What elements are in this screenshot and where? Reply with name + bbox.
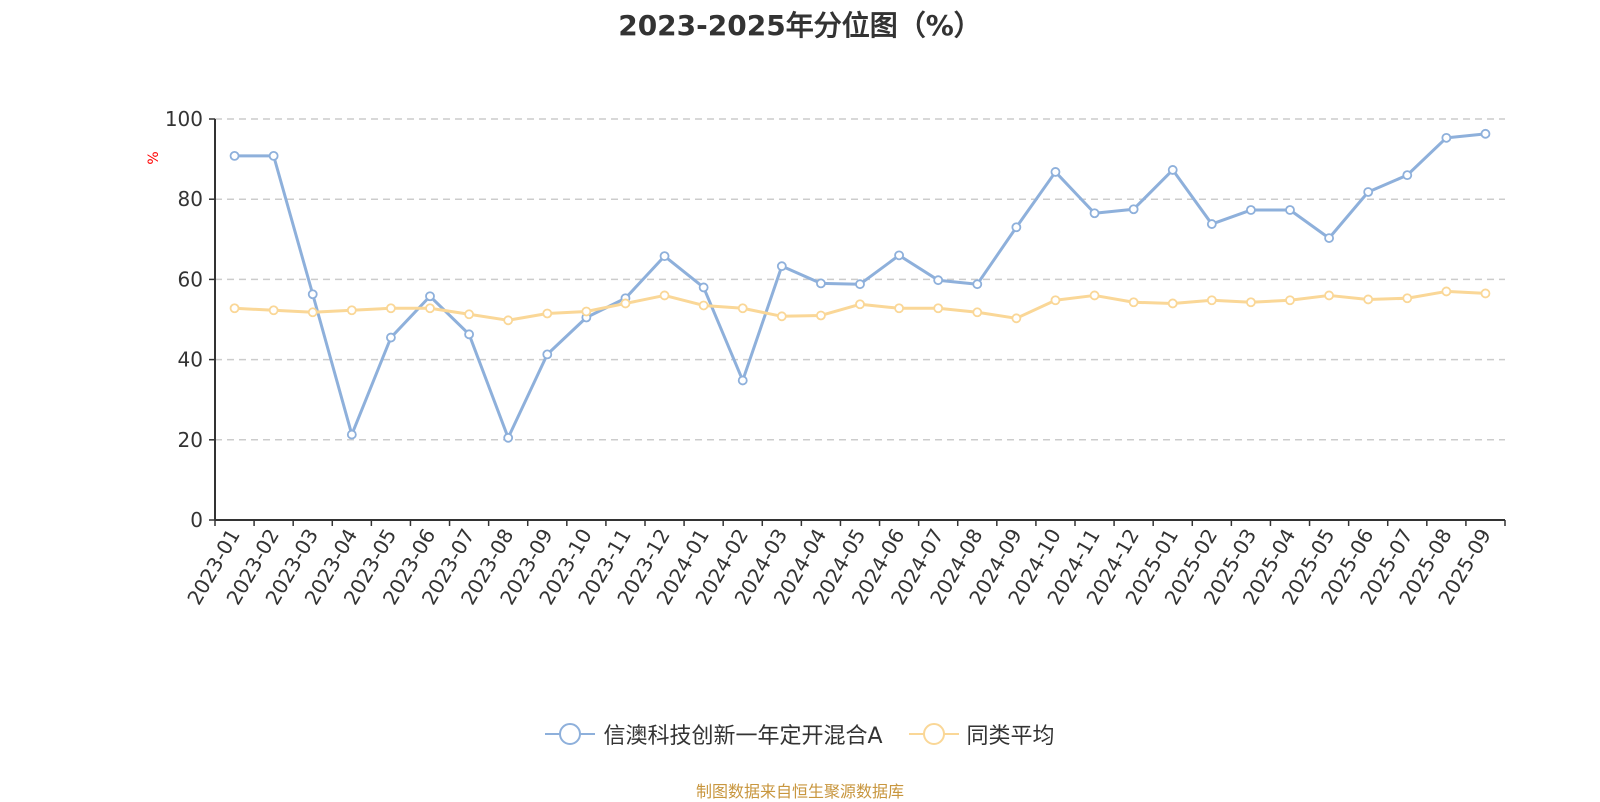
data-point-series-2[interactable] [307, 307, 318, 318]
data-point-series-1[interactable] [425, 291, 435, 302]
data-point-series-2[interactable] [229, 303, 240, 314]
data-point-series-2[interactable] [1402, 293, 1413, 304]
data-point-series-1[interactable] [1441, 132, 1452, 143]
data-point-series-2[interactable] [542, 308, 553, 319]
data-point-series-1[interactable] [737, 375, 748, 386]
data-point-series-1[interactable] [503, 432, 514, 443]
data-point-series-1[interactable] [1050, 167, 1061, 177]
data-point-series-2[interactable] [855, 299, 865, 310]
data-point-series-1[interactable] [1011, 222, 1022, 233]
data-point-series-2[interactable] [816, 310, 826, 321]
series-lines [229, 128, 1491, 443]
data-point-series-2[interactable] [933, 303, 944, 314]
y-tick-label: 80 [178, 187, 203, 211]
data-point-series-1[interactable] [894, 250, 904, 261]
data-point-series-2[interactable] [386, 303, 396, 314]
data-point-series-2[interactable] [464, 309, 474, 320]
data-point-series-2[interactable] [1167, 298, 1178, 309]
data-point-series-1[interactable] [1128, 204, 1139, 215]
data-point-series-1[interactable] [855, 279, 865, 290]
data-point-series-2[interactable] [1128, 297, 1139, 308]
data-point-series-1[interactable] [1089, 208, 1100, 219]
data-point-series-2[interactable] [1206, 295, 1217, 306]
data-point-series-2[interactable] [503, 315, 514, 326]
data-point-series-2[interactable] [1246, 297, 1256, 308]
data-point-series-2[interactable] [1480, 288, 1491, 299]
legend-item-series-1[interactable]: 信澳科技创新一年定开混合A [545, 718, 883, 750]
y-tick-label: 100 [165, 107, 203, 131]
y-tick-label: 60 [178, 267, 203, 291]
legend-item-series-2[interactable]: 同类平均 [908, 718, 1055, 750]
data-point-series-2[interactable] [737, 303, 748, 314]
data-point-series-1[interactable] [229, 150, 240, 161]
data-point-series-1[interactable] [972, 279, 983, 290]
y-tick-label: 20 [178, 428, 203, 452]
y-axis-label: % [146, 151, 162, 164]
data-point-series-2[interactable] [972, 307, 983, 318]
legend: 信澳科技创新一年定开混合A 同类平均 [0, 718, 1600, 750]
data-point-series-2[interactable] [1363, 294, 1374, 305]
y-tick-label: 40 [178, 348, 203, 372]
y-tick-label: 0 [190, 508, 203, 532]
data-point-series-2[interactable] [425, 303, 435, 314]
data-point-series-2[interactable] [620, 298, 631, 309]
data-point-series-1[interactable] [659, 251, 670, 262]
legend-line-circle-icon [908, 723, 959, 745]
chart-plot: 0204060801002023-012023-022023-032023-04… [146, 107, 1506, 609]
data-point-series-1[interactable] [346, 429, 357, 440]
chart-title: 2023-2025年分位图（%） [618, 9, 982, 42]
data-point-series-1[interactable] [542, 349, 553, 360]
data-point-series-2[interactable] [1285, 295, 1295, 306]
data-point-series-2[interactable] [1441, 286, 1452, 297]
data-point-series-1[interactable] [816, 278, 826, 289]
data-point-series-2[interactable] [268, 305, 279, 316]
data-point-series-1[interactable] [1206, 219, 1217, 229]
data-point-series-2[interactable] [776, 311, 787, 322]
data-point-series-1[interactable] [1167, 165, 1178, 175]
data-point-series-1[interactable] [698, 282, 709, 293]
data-point-series-1[interactable] [1324, 233, 1334, 243]
data-point-series-1[interactable] [386, 332, 396, 343]
data-point-series-2[interactable] [1050, 295, 1061, 306]
legend-line-circle-icon [545, 723, 596, 745]
data-point-series-1[interactable] [933, 275, 944, 286]
data-point-series-2[interactable] [346, 305, 357, 316]
data-point-series-1[interactable] [1363, 187, 1374, 197]
data-point-series-1[interactable] [776, 261, 787, 272]
data-point-series-2[interactable] [1011, 313, 1022, 324]
data-point-series-1[interactable] [307, 289, 318, 300]
data-point-series-1[interactable] [464, 329, 474, 340]
legend-label-series-2: 同类平均 [966, 724, 1055, 749]
data-point-series-2[interactable] [894, 303, 904, 314]
data-point-series-1[interactable] [268, 150, 279, 161]
data-point-series-2[interactable] [581, 306, 592, 317]
grid-lines [215, 118, 1505, 441]
data-point-series-1[interactable] [1285, 205, 1295, 215]
data-source-note: 制图数据来自恒生聚源数据库 [695, 782, 904, 801]
legend-label-series-1: 信澳科技创新一年定开混合A [603, 724, 883, 749]
data-point-series-1[interactable] [1246, 205, 1256, 215]
axes: 0204060801002023-012023-022023-032023-04… [165, 107, 1506, 609]
data-point-series-2[interactable] [1324, 290, 1334, 301]
data-point-series-2[interactable] [659, 290, 670, 301]
data-point-series-2[interactable] [1089, 290, 1100, 301]
data-point-series-1[interactable] [1402, 170, 1413, 181]
data-point-series-1[interactable] [1480, 128, 1491, 139]
data-point-series-2[interactable] [698, 300, 709, 311]
